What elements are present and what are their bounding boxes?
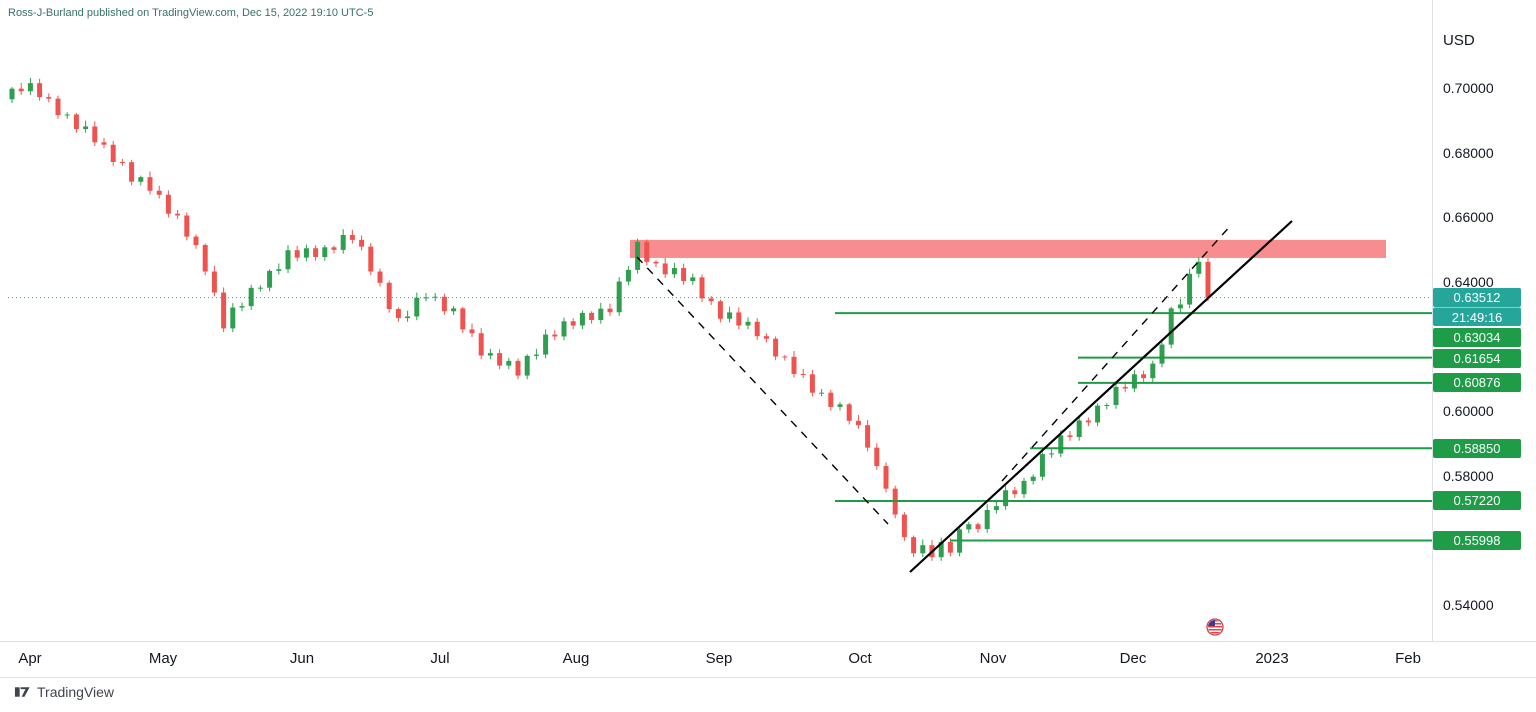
time-tick-label: Oct [848, 650, 872, 667]
time-tick-label: Aug [562, 650, 590, 667]
price-tick-label: 0.58000 [1443, 467, 1494, 484]
price-tick-label: 0.54000 [1443, 597, 1494, 613]
candlesticks [9, 78, 1211, 561]
time-tick-label: Sep [705, 650, 733, 667]
price-axis-border [1432, 0, 1433, 641]
tradingview-wordmark: TradingView [37, 684, 115, 700]
time-axis[interactable]: Apr May Jun Jul Aug Sep Oct Nov Dec 2023 Feb [0, 641, 1536, 677]
support-level-label[interactable]: 0.61654 [1433, 349, 1521, 369]
support-level-label[interactable]: 0.63034 [1433, 328, 1521, 348]
time-tick-label: Dec [1119, 650, 1147, 667]
resistance-zone[interactable] [630, 239, 1386, 258]
price-axis[interactable]: USD 0.70000 0.68000 0.66000 0.64000 0.60000 0… [1432, 0, 1536, 641]
trendline-ascending-dashed[interactable] [1001, 223, 1233, 482]
attribution-text: Ross-J-Burland published on TradingView.… [8, 7, 374, 19]
price-tick-label: 0.66000 [1443, 209, 1494, 226]
support-level-label[interactable]: 0.57220 [1433, 491, 1521, 511]
price-tick-label: 0.68000 [1443, 144, 1494, 161]
support-level-label[interactable]: 0.60876 [1433, 373, 1521, 393]
us-flag-event-icon[interactable] [1206, 618, 1224, 636]
tradingview-logo-icon [14, 687, 30, 697]
trendline-ascending-solid[interactable] [909, 220, 1293, 573]
time-axis-border [0, 641, 1536, 642]
time-tick-label: Apr [18, 650, 42, 667]
countdown-label[interactable]: 21:49:16 [1433, 307, 1521, 327]
time-tick-label: Nov [979, 650, 1007, 667]
price-tick-label: 0.60000 [1443, 403, 1494, 420]
time-tick-label: May [148, 650, 178, 667]
price-tick-label: 0.64000 [1443, 273, 1494, 290]
time-tick-label: 2023 [1255, 650, 1289, 667]
support-level-label[interactable]: 0.58850 [1433, 438, 1521, 458]
support-level-label[interactable]: 0.55998 [1433, 530, 1521, 550]
price-tick-label: 0.70000 [1443, 80, 1494, 96]
time-tick-label: Feb [1395, 650, 1421, 667]
tradingview-attribution[interactable]: TradingView [14, 684, 114, 700]
time-tick-label: Jun [289, 650, 315, 667]
time-tick-label: Jul [430, 650, 450, 667]
trendline-descending-dashed[interactable] [636, 256, 889, 525]
current-price-label[interactable]: 0.63512 [1433, 288, 1521, 308]
price-axis-currency-label: USD [1443, 32, 1475, 49]
footer-border [0, 677, 1536, 678]
